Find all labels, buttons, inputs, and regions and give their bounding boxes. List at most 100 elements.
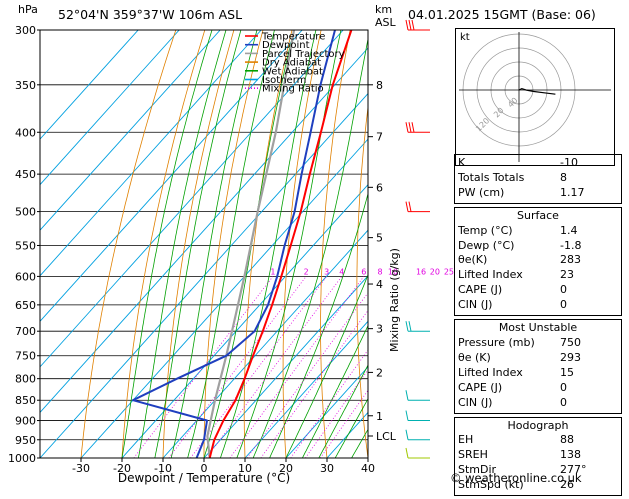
x-axis-title: Dewpoint / Temperature (°C): [118, 471, 290, 485]
km-tick-label: 6: [376, 181, 383, 194]
pressure-tick-label: 400: [15, 126, 36, 139]
isotherm-line: [40, 30, 262, 277]
table-row: CIN (J) 0: [458, 298, 567, 312]
wind-barb-feather: [405, 390, 409, 401]
mixing-ratio-label: 20: [430, 267, 440, 276]
wind-barbs: [405, 19, 430, 459]
hodograph-table: Hodograph EH 88 SREH 138 StmDir 277° StmSpd…: [454, 416, 622, 497]
mixing-ratio-line: [229, 276, 365, 458]
dry-adiabat-line: [80, 30, 177, 458]
copyright-footer: © weatheronline.co.uk: [450, 471, 582, 485]
pressure-tick-label: 900: [15, 415, 36, 428]
wind-barb-feather: [405, 201, 409, 212]
temperature-tick-label: -30: [72, 462, 90, 475]
mixing-ratio-label: 6: [361, 267, 366, 276]
km-tick-label: 4: [376, 278, 383, 291]
table-row: PW (cm) 1.17: [458, 185, 585, 199]
dry-adiabat-line: [282, 30, 322, 458]
wind-barb-feather: [408, 201, 412, 212]
mixing-ratio-label: 16: [416, 267, 426, 276]
parcel-trajectory-line: [206, 30, 296, 458]
legend-label: Wet Adiabat: [262, 66, 323, 77]
wind-barb-feather: [405, 447, 409, 459]
wet-adiabat-line: [121, 30, 213, 458]
isotherm-line: [40, 30, 303, 323]
km-tick-label: LCL: [376, 430, 397, 443]
surface-title: Surface: [517, 208, 559, 222]
indices-table: K -10 Totals Totals 8 PW (cm) 1.17: [454, 154, 622, 204]
dry-adiabat-line: [356, 103, 368, 458]
isotherm-line: [285, 366, 368, 458]
mixing-ratio-line: [133, 276, 274, 458]
mixing-ratio-line: [319, 389, 368, 458]
surface-table: Surface Temp (°C) 1.4 Dewp (°C) -1.8 θe(K)…: [454, 206, 622, 317]
wet-adiabat-line: [302, 324, 368, 458]
temperature-tick-label: 10: [238, 462, 252, 475]
temperature-tick-label: 40: [361, 462, 375, 475]
wind-barb-feather: [405, 410, 409, 421]
table-row: CIN (J) 0: [458, 395, 567, 409]
mixing-ratio-line: [290, 349, 368, 458]
table-row: Lifted Index 15: [458, 365, 574, 379]
wind-barb-feather: [405, 122, 409, 133]
mixing-ratio-line: [305, 369, 368, 458]
isotherm-line: [40, 92, 368, 458]
pressure-tick-label: 800: [15, 373, 36, 386]
chart-grid: [40, 30, 450, 458]
pressure-tick-label: 850: [15, 394, 36, 407]
skew-t-chart: 1 2 3 4 6 8 10 16 20 2530035040045050055060065070…: [8, 19, 454, 485]
mixing-ratio-line: [206, 276, 343, 458]
hodograph-title: Hodograph: [507, 418, 569, 432]
km-tick-label: 7: [376, 131, 383, 144]
wet-adiabat-line: [154, 30, 242, 458]
pressure-tick-label: 1000: [8, 452, 36, 465]
legend-label: Temperature: [261, 32, 325, 43]
table-row: EH 88: [458, 433, 574, 447]
table-row: Lifted Index 23: [458, 268, 574, 282]
isotherm-line: [162, 229, 368, 458]
mixing-ratio-label: 25: [444, 267, 454, 276]
temperature-line: [208, 30, 353, 458]
date-title: 04.01.2025 15GMT (Base: 06): [408, 7, 596, 22]
temperature-tick-label: -20: [113, 462, 131, 475]
sounding-tables: K -10 Totals Totals 8 PW (cm) 1.17 Surface …: [454, 154, 622, 499]
table-row: StmDir 277°: [458, 463, 587, 477]
wind-barb-feather: [405, 321, 409, 332]
wind-barb-feather: [408, 19, 412, 31]
hodograph-trace: [518, 87, 556, 95]
table-row: Totals Totals 8: [458, 170, 567, 184]
table-row: Temp (°C) 1.4: [458, 223, 578, 237]
pressure-tick-label: 600: [15, 270, 36, 283]
pressure-tick-label: 650: [15, 299, 36, 312]
km-label: km: [375, 3, 393, 16]
asl-label: ASL: [375, 16, 396, 29]
legend-label: Isotherm: [262, 75, 306, 86]
wind-barb-feather: [408, 122, 412, 133]
dry-adiabat-line: [426, 30, 450, 458]
wet-adiabat-line: [220, 30, 317, 458]
pressure-tick-label: 550: [15, 239, 36, 252]
table-row: Dewp (°C) -1.8: [458, 238, 582, 252]
dry-adiabat-line: [162, 30, 235, 458]
wet-adiabat-line: [187, 30, 275, 458]
mixing-ratio-label: 2: [304, 267, 309, 276]
km-tick-label: 2: [376, 366, 383, 379]
mixing-ratio-label: 8: [377, 267, 382, 276]
mixing-ratio-line: [246, 292, 368, 458]
isotherm-line: [244, 320, 368, 458]
table-row: CAPE (J) 0: [458, 283, 567, 297]
wet-adiabat-line: [269, 192, 368, 458]
wind-barb-feather: [405, 429, 409, 440]
pressure-tick-label: 300: [15, 24, 36, 37]
km-tick-label: 1: [376, 410, 383, 423]
temperature-tick-label: 0: [201, 462, 208, 475]
pressure-tick-label: 950: [15, 434, 36, 447]
hodograph-unit: kt: [460, 32, 470, 43]
pressure-tick-label: 350: [15, 79, 36, 92]
wet-adiabat-line: [203, 30, 295, 458]
dry-adiabat-line: [243, 30, 293, 458]
dry-adiabat-line: [203, 30, 264, 458]
pressure-tick-label: 700: [15, 325, 36, 338]
location-title: 52°04'N 359°37'W 106m ASL: [58, 7, 243, 22]
